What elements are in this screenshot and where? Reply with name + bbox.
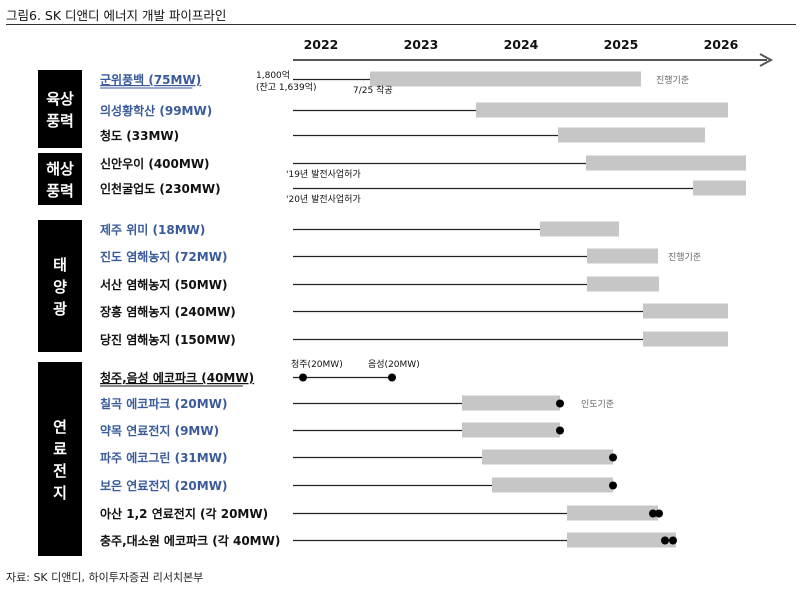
annotation-text: (잔고 1,639억): [256, 81, 317, 93]
milestone-dot: [609, 481, 617, 490]
annotation-text: 진행기준: [656, 74, 689, 86]
milestone-dot: [661, 536, 669, 545]
pipeline-row: 칠곡 에코파크 (20MW): [100, 395, 564, 411]
milestone-dot: [669, 536, 677, 545]
annotation-text: '19년 발전사업허가: [286, 169, 361, 180]
milestone-dot: [609, 453, 617, 462]
pipeline-row: 아산 1,2 연료전지 (각 20MW): [100, 505, 663, 521]
pipeline-row: 파주 에코그린 (31MW): [100, 449, 617, 465]
project-label: 파주 에코그린 (31MW): [100, 450, 227, 465]
milestone-dot: [556, 426, 564, 435]
project-label: 청도 (33MW): [100, 128, 179, 143]
annotation-text: 음성(20MW): [368, 359, 420, 370]
category-label: 해상 풍력: [46, 160, 74, 200]
project-label: 보은 연료전지 (20MW): [100, 478, 227, 493]
year-label: 2026: [704, 37, 739, 52]
period-bar: [558, 127, 705, 143]
pipeline-row: 보은 연료전지 (20MW): [100, 477, 617, 493]
pipeline-row: 인천굴업도 (230MW): [100, 180, 746, 196]
period-bar: [482, 449, 613, 465]
title-divider: [6, 24, 796, 25]
annotation-text: 진행기준: [668, 251, 701, 263]
pipeline-row: 진도 염해농지 (72MW): [100, 248, 658, 264]
pipeline-row: 약목 연료전지 (9MW): [100, 422, 564, 438]
project-label: 충주,대소원 에코파크 (각 40MW): [100, 533, 280, 548]
pipeline-row: 의성황학산 (99MW): [100, 102, 728, 118]
year-label: 2022: [304, 37, 339, 52]
annotation-text: '20년 발전사업허가: [286, 194, 361, 205]
period-bar: [587, 248, 658, 264]
category-box: [38, 362, 82, 556]
figure-title: 그림6. SK 디앤디 에너지 개발 파이프라인: [6, 8, 227, 23]
milestone-dot: [655, 509, 663, 518]
period-bar: [567, 532, 676, 548]
period-bar: [643, 331, 728, 347]
project-label: 제주 위미 (18MW): [100, 222, 205, 237]
period-bar: [492, 477, 613, 493]
pipeline-row: 당진 염해농지 (150MW): [100, 331, 728, 347]
year-label: 2025: [604, 37, 639, 52]
pipeline-row: 청주,음성 에코파크 (40MW): [100, 370, 396, 387]
project-label: 군위풍백 (75MW): [100, 72, 201, 87]
project-label: 칠곡 에코파크 (20MW): [100, 396, 227, 411]
milestone-dot: [388, 373, 396, 382]
period-bar: [586, 155, 746, 171]
project-label: 서산 염해농지 (50MW): [100, 277, 227, 292]
timeline-arrow-icon: [759, 53, 774, 67]
project-label: 청주,음성 에코파크 (40MW): [100, 370, 254, 385]
category-box: [38, 70, 82, 148]
milestone-dot: [299, 373, 307, 382]
milestone-dot: [649, 509, 657, 518]
annotation-text: 7/25 착공: [353, 85, 393, 96]
project-label: 진도 염해농지 (72MW): [100, 249, 227, 264]
project-label: 신안우이 (400MW): [100, 156, 210, 171]
period-bar: [462, 422, 560, 438]
pipeline-row: 군위풍백 (75MW): [100, 71, 641, 89]
annotation-text: 청주(20MW): [291, 359, 343, 370]
project-label: 의성황학산 (99MW): [100, 103, 212, 118]
pipeline-row: 신안우이 (400MW): [100, 155, 746, 171]
pipeline-row: 충주,대소원 에코파크 (각 40MW): [100, 532, 677, 548]
pipeline-row: 서산 염해농지 (50MW): [100, 276, 659, 292]
period-bar: [693, 180, 746, 196]
project-label: 아산 1,2 연료전지 (각 20MW): [100, 506, 268, 521]
milestone-dot: [556, 399, 564, 408]
project-label: 장흥 염해농지 (240MW): [100, 304, 236, 319]
category-label: 육상 풍력: [46, 90, 74, 130]
annotation-text: 1,800억: [256, 69, 290, 81]
period-bar: [476, 102, 728, 118]
year-label: 2023: [404, 37, 439, 52]
period-bar: [567, 505, 658, 521]
period-bar: [540, 221, 619, 237]
source-note: 자료: SK 디앤디, 하이투자증권 리서치본부: [6, 571, 204, 584]
year-label: 2024: [504, 37, 539, 52]
project-label: 약목 연료전지 (9MW): [100, 423, 219, 438]
pipeline-row: 청도 (33MW): [100, 127, 705, 143]
project-label: 인천굴업도 (230MW): [100, 181, 221, 196]
period-bar: [462, 395, 560, 411]
category-box: [38, 220, 82, 352]
category-box: [38, 153, 82, 205]
period-bar: [587, 276, 659, 292]
period-bar: [643, 303, 728, 319]
pipeline-row: 제주 위미 (18MW): [100, 221, 619, 237]
pipeline-row: 장흥 염해농지 (240MW): [100, 303, 728, 319]
project-label: 당진 염해농지 (150MW): [100, 332, 236, 347]
period-bar: [370, 71, 641, 87]
annotation-text: 인도기준: [581, 399, 614, 410]
